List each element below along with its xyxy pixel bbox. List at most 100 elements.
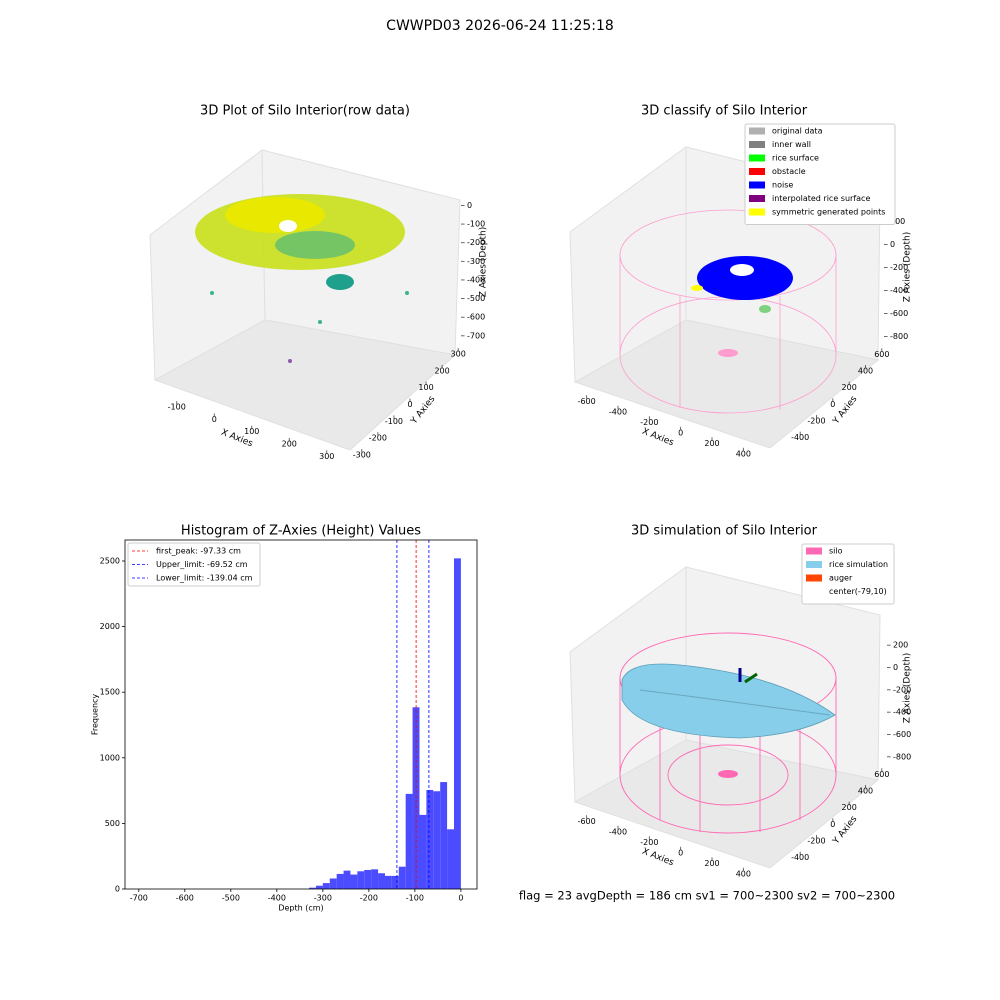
bar [378, 873, 385, 889]
x-tick-label: -600 [578, 817, 596, 826]
bar [364, 869, 372, 889]
x-axis-label: X Axies [641, 427, 676, 449]
y-tick-label: -200 [807, 837, 825, 846]
y-tick-label: 0 [830, 400, 835, 409]
chart-title: 3D classify of Silo Interior [641, 104, 808, 119]
plot4-panes [569, 566, 881, 869]
x-tick-label: 0 [678, 848, 683, 857]
z-tick-label: -600 [467, 313, 485, 322]
x-tick-label: -200 [360, 894, 378, 903]
bar [453, 558, 461, 889]
y-tick-label: 500 [105, 819, 120, 828]
z-tick-label: -600 [890, 309, 908, 318]
x-tick-label: 100 [244, 427, 259, 436]
x-axis-label: Depth (cm) [278, 904, 323, 913]
legend-swatch [806, 574, 822, 582]
y-tick-label: -200 [807, 417, 825, 426]
z-tick-label: -200 [893, 685, 911, 694]
z-tick-label: -800 [893, 752, 911, 761]
legend-label: noise [772, 181, 793, 190]
legend-swatch [806, 547, 822, 555]
bar [391, 875, 399, 889]
legend-box [801, 543, 895, 605]
y-tick-label: 0 [407, 400, 412, 409]
bar [350, 874, 358, 889]
x-tick-label: -400 [268, 894, 286, 903]
z-tick-label: -400 [890, 286, 908, 295]
x-tick-label: -100 [406, 894, 424, 903]
z-tick-label: 200 [890, 217, 905, 226]
legend-swatch [749, 195, 765, 202]
bar [329, 878, 337, 889]
y-axis-label: Y Axies [409, 394, 438, 427]
z-tick-label: 200 [893, 641, 908, 650]
y-tick-label: 2500 [100, 556, 120, 565]
legend-label: symmetric generated points [772, 208, 885, 217]
x-tick-label: 200 [704, 859, 719, 868]
z-tick-label: -500 [467, 294, 485, 303]
z-tick-label: -100 [467, 220, 485, 229]
bar [357, 871, 365, 889]
bar [419, 814, 427, 889]
x-tick-label: -700 [130, 894, 148, 903]
y-axis-label: Frequency [91, 694, 100, 736]
legend-label: original data [772, 127, 823, 136]
legend-box [744, 123, 896, 225]
y-tick-label: 600 [874, 770, 889, 779]
x-tick-label: 400 [736, 869, 751, 878]
z-tick-label: -400 [893, 708, 911, 717]
x-tick-label: 0 [678, 428, 683, 437]
z-tick-label: 0 [893, 663, 898, 672]
chart-title: 3D Plot of Silo Interior(row data) [200, 104, 410, 119]
legend-swatch [806, 588, 822, 595]
z-tick-label: 0 [467, 201, 472, 210]
y-tick-label: -100 [385, 417, 403, 426]
y-tick-label: 300 [451, 350, 466, 359]
bar [447, 829, 454, 889]
y-tick-label: -200 [369, 434, 387, 443]
y-tick-label: 0 [115, 885, 120, 894]
plot1-panes [149, 149, 461, 451]
y-tick-label: 100 [418, 383, 433, 392]
legend-swatch [749, 127, 765, 135]
y-tick-label: 1000 [100, 753, 120, 762]
legend-label: rice simulation [829, 560, 888, 569]
z-tick-label: -400 [467, 275, 485, 284]
bar [322, 883, 330, 889]
y-tick-label: -300 [353, 450, 371, 459]
y-tick-label: 200 [842, 383, 857, 392]
z-tick-label: -700 [467, 331, 485, 340]
z-tick-label: -800 [890, 332, 908, 341]
x-tick-label: -100 [168, 403, 186, 412]
y-tick-label: 200 [434, 366, 449, 375]
legend-box [127, 542, 261, 587]
x-tick-label: 400 [736, 449, 751, 458]
legend-label: center(-79,10) [829, 587, 887, 596]
legend-label: auger [829, 574, 853, 583]
bar [384, 875, 392, 889]
y-tick-label: 400 [858, 367, 873, 376]
legend-label: Lower_limit: -139.04 cm [156, 574, 253, 583]
legend-label: obstacle [772, 167, 806, 176]
bar [426, 789, 434, 889]
y-tick-label: 0 [830, 820, 835, 829]
z-tick-label: -600 [893, 730, 911, 739]
legend-label: interpolated rice surface [772, 194, 870, 203]
bar [309, 887, 316, 889]
bar [315, 885, 323, 889]
x-tick-label: 200 [704, 439, 719, 448]
y-tick-label: 2000 [100, 622, 120, 631]
x-tick-label: -200 [640, 418, 658, 427]
y-tick-label: -400 [791, 853, 809, 862]
bar [371, 869, 379, 889]
y-tick-label: -400 [791, 433, 809, 442]
x-tick-label: -600 [176, 894, 194, 903]
legend-swatch [749, 208, 765, 216]
chart-title: 3D simulation of Silo Interior [631, 524, 818, 539]
legend-label: first_peak: -97.33 cm [156, 547, 241, 556]
legend-swatch [806, 561, 822, 568]
z-tick-label: -300 [467, 257, 485, 266]
x-tick-label: -400 [609, 827, 627, 836]
z-axis-label: Z Axies (Depth) [903, 232, 913, 303]
